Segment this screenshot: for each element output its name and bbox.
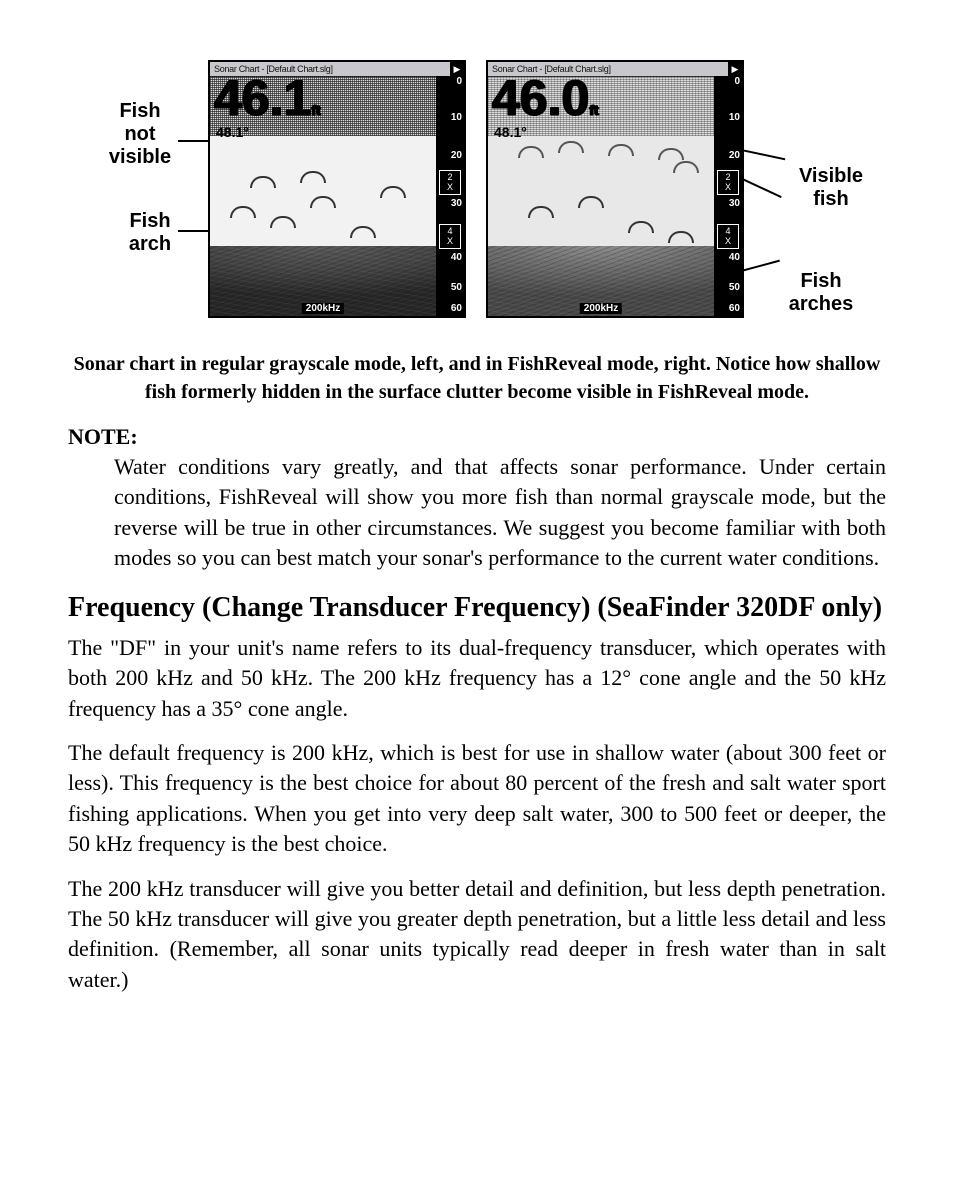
fish-arch-icon: [380, 186, 406, 198]
sonar-window-control-icon: ▶: [728, 62, 742, 76]
scale-tick: 20: [729, 150, 740, 161]
depth-unit: ft: [311, 102, 320, 118]
depth-value: 46.0: [492, 70, 589, 126]
section-heading: Frequency (Change Transducer Frequency) …: [68, 591, 886, 625]
figure-caption: Sonar chart in regular grayscale mode, l…: [68, 350, 886, 406]
zoom-indicator: 4X: [439, 224, 461, 249]
fish-arch-icon: [518, 146, 544, 158]
fish-arch-icon: [300, 171, 326, 183]
depth-readout: 46.1ft: [214, 78, 321, 118]
scale-tick: 20: [451, 150, 462, 161]
scale-tick: 10: [729, 112, 740, 123]
scale-tick: 50: [729, 282, 740, 293]
water-column: [488, 136, 714, 246]
temperature-readout: 48.1°: [216, 124, 249, 140]
callout-visible-fish: Visiblefish: [776, 165, 886, 211]
figure-area: Fishnotvisible Fisharch Visiblefish Fish…: [68, 60, 886, 340]
depth-scale: 0 10 20 2X 30 4X 40 50 60: [714, 76, 742, 316]
scale-tick: 60: [451, 303, 462, 314]
callout-fish-not-visible: Fishnotvisible: [80, 100, 200, 169]
sonar-screenshot-grayscale: Sonar Chart - [Default Chart.slg] ▶ 20: [208, 60, 466, 318]
depth-scale: 0 10 20 2X 30 4X 40 50 60: [436, 76, 464, 316]
scale-tick: 50: [451, 282, 462, 293]
fish-arch-icon: [628, 221, 654, 233]
frequency-label: 200kHz: [580, 303, 622, 314]
fish-arch-icon: [270, 216, 296, 228]
fish-arch-icon: [668, 231, 694, 243]
document-page: Fishnotvisible Fisharch Visiblefish Fish…: [0, 0, 954, 1089]
scale-tick: 0: [456, 76, 462, 87]
callout-fish-arch: Fisharch: [100, 210, 200, 256]
water-column: [210, 136, 436, 246]
zoom-indicator: 4X: [717, 224, 739, 249]
fish-arch-icon: [230, 206, 256, 218]
scale-tick: 10: [451, 112, 462, 123]
scale-tick: 60: [729, 303, 740, 314]
fish-arch-icon: [250, 176, 276, 188]
body-paragraph: The default frequency is 200 kHz, which …: [68, 738, 886, 859]
callout-fish-arches: Fisharches: [766, 270, 876, 316]
fish-arch-icon: [558, 141, 584, 153]
fish-arch-icon: [658, 148, 684, 160]
sonar-screenshot-fishreveal: Sonar Chart - [Default Chart.slg] ▶: [486, 60, 744, 318]
fish-arch-icon: [673, 161, 699, 173]
depth-unit: ft: [589, 102, 598, 118]
fish-arch-icon: [608, 144, 634, 156]
fish-arch-icon: [350, 226, 376, 238]
sonar-screenshot-pair: Sonar Chart - [Default Chart.slg] ▶ 20: [208, 60, 744, 318]
frequency-label: 200kHz: [302, 303, 344, 314]
temperature-readout: 48.1°: [494, 124, 527, 140]
zoom-indicator: 2X: [717, 170, 739, 195]
fish-arch-icon: [310, 196, 336, 208]
body-paragraph: The 200 kHz transducer will give you bet…: [68, 874, 886, 995]
body-paragraph: The "DF" in your unit's name refers to i…: [68, 633, 886, 724]
scale-tick: 30: [729, 198, 740, 209]
scale-tick: 40: [729, 252, 740, 263]
fish-arch-icon: [578, 196, 604, 208]
fish-arch-icon: [528, 206, 554, 218]
sonar-window-control-icon: ▶: [450, 62, 464, 76]
note-body: Water conditions vary greatly, and that …: [114, 452, 886, 573]
scale-tick: 40: [451, 252, 462, 263]
depth-value: 46.1: [214, 70, 311, 126]
depth-readout: 46.0ft: [492, 78, 599, 118]
scale-tick: 0: [734, 76, 740, 87]
scale-tick: 30: [451, 198, 462, 209]
zoom-indicator: 2X: [439, 170, 461, 195]
note-heading: NOTE:: [68, 424, 886, 450]
